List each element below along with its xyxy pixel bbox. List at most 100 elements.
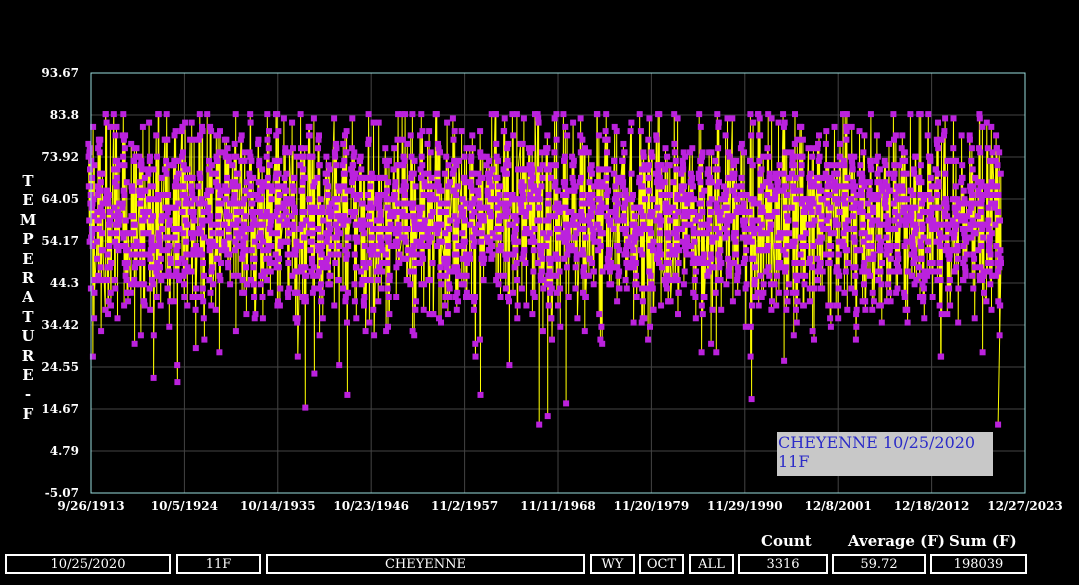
data-point [866,179,873,186]
data-point [683,192,690,198]
data-point [667,298,674,305]
data-point [467,255,473,262]
data-point [283,170,290,177]
data-point [630,247,637,254]
data-point [517,200,524,207]
data-point [807,255,814,262]
data-point [698,302,705,309]
data-point [200,260,206,266]
station-field[interactable]: CHEYENNE [266,554,585,574]
y-axis-label-letter: R [21,346,35,365]
data-point [387,221,394,228]
data-point [919,281,926,288]
data-point [946,251,953,258]
data-point [230,272,237,279]
data-point [399,213,406,220]
data-point [969,217,976,224]
data-point [182,119,189,126]
data-point [841,243,847,249]
data-point [663,285,670,292]
data-point [945,221,952,228]
data-point [320,264,326,271]
data-point [96,140,103,147]
temp-field[interactable]: 11F [176,554,261,574]
data-point [115,221,122,228]
data-point [339,162,346,169]
data-point [411,217,418,224]
data-point [731,170,738,177]
data-point [868,243,875,249]
data-point [730,234,737,241]
data-point [874,217,881,224]
data-point [254,192,261,198]
data-point [989,183,996,190]
data-point [720,183,727,190]
date-field[interactable]: 10/25/2020 [5,554,171,574]
data-point [198,294,204,300]
data-point [419,251,426,258]
data-point [801,209,808,215]
data-point [294,319,301,326]
data-point [487,238,494,245]
data-point [598,204,604,211]
data-point [953,221,960,228]
data-point [348,187,355,194]
data-point [774,272,780,279]
data-point [421,179,428,186]
data-point [361,294,368,300]
data-point [938,353,945,360]
data-point [421,281,428,288]
data-point [579,192,586,198]
data-point [924,132,931,139]
state-field[interactable]: WY [590,554,635,574]
data-point [426,311,433,318]
data-point [548,285,555,292]
data-point [827,315,834,322]
data-point [513,111,520,118]
data-point [690,289,697,296]
data-point [967,183,974,190]
data-point [909,238,916,245]
data-point [708,340,715,347]
data-point [654,162,661,169]
data-point [164,136,171,143]
data-point [256,157,263,164]
data-point [639,251,646,258]
data-point [850,179,857,186]
data-point [250,264,257,271]
data-point [740,200,747,207]
data-point [148,264,154,271]
data-point [824,226,831,232]
data-point [809,153,816,160]
data-point [894,213,901,220]
data-point [342,132,348,139]
data-point [578,174,584,181]
data-point [196,170,203,177]
x-tick-label: 9/26/1913 [57,499,124,513]
data-point [221,221,228,228]
data-point [401,179,408,186]
data-point [424,140,431,147]
data-point [362,264,369,271]
data-point [419,243,426,249]
data-point [150,374,157,381]
data-point [768,115,775,122]
data-point [435,183,442,190]
data-point [191,136,198,143]
data-point [418,204,425,211]
data-point [232,328,239,335]
data-point [603,174,610,181]
month-field[interactable]: OCT [639,554,684,574]
data-point [578,200,585,207]
data-point [900,196,907,203]
data-point [189,192,196,198]
data-point [546,213,553,220]
data-point [921,277,928,283]
data-point [858,192,865,198]
data-point [477,128,484,135]
data-point [153,132,160,139]
y-axis-label-letter: M [19,210,37,229]
data-point [487,170,494,177]
data-point [394,136,401,143]
filter-field[interactable]: ALL [689,554,734,574]
